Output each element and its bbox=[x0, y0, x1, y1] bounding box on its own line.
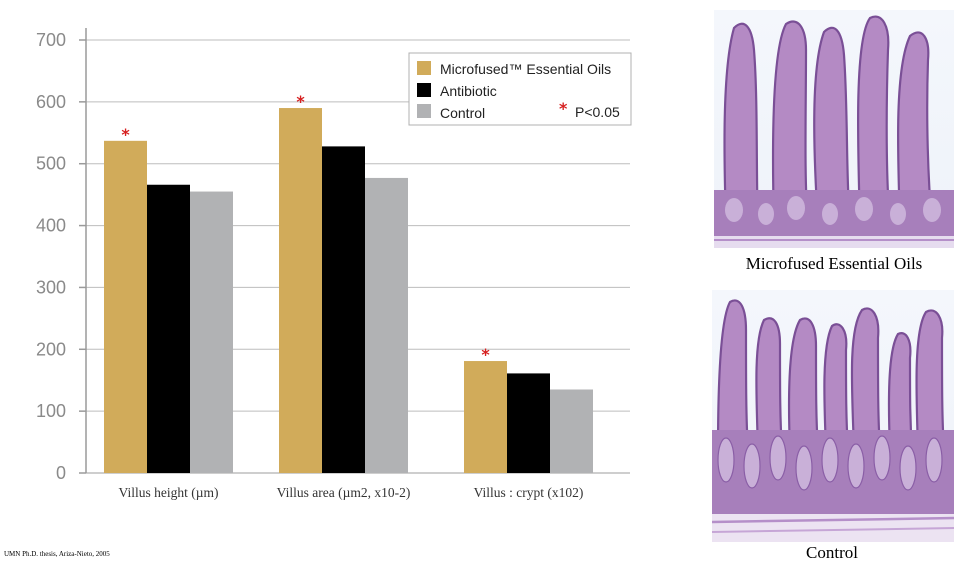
legend-box bbox=[408, 52, 632, 126]
bar-3-cat-2 bbox=[365, 177, 408, 474]
bar-3-cat-1 bbox=[190, 191, 233, 474]
y-tick-label-0: 0 bbox=[56, 463, 66, 483]
bar-2-cat-2 bbox=[322, 146, 365, 473]
image-caption-essential-oils: Microfused Essential Oils bbox=[745, 254, 923, 273]
category-label-2: Villus area (µm2, x10-2) bbox=[277, 485, 411, 500]
bar-2-cat-1 bbox=[147, 184, 190, 473]
y-tick-label-500: 500 bbox=[36, 154, 66, 174]
bar-1-cat-3 bbox=[464, 361, 507, 473]
legend-swatch-essential-oils bbox=[417, 61, 431, 75]
source-note: UMN Ph.D. thesis, Ariza-Nieto, 2005 bbox=[4, 550, 110, 558]
legend-label-essential-oils: Microfused™ Essential Oils bbox=[440, 61, 611, 77]
legend-label-antibiotic: Antibiotic bbox=[440, 83, 497, 99]
legend-swatch-control bbox=[417, 104, 431, 118]
legend-label-control: Control bbox=[440, 105, 485, 121]
significance-star-1: * bbox=[121, 125, 130, 144]
legend-significance-star: * bbox=[559, 99, 568, 118]
significance-star-2: * bbox=[296, 92, 305, 111]
category-label-1: Villus height (µm) bbox=[119, 485, 219, 500]
y-tick-label-100: 100 bbox=[36, 401, 66, 421]
bar-chart: 0 100 200 300 400 500 600 700 * * * Villus height… bbox=[36, 28, 632, 500]
y-tick-label-300: 300 bbox=[36, 277, 66, 297]
image-caption-control: Control bbox=[806, 543, 858, 562]
y-tick-label-600: 600 bbox=[36, 92, 66, 112]
bar-3-cat-3 bbox=[550, 389, 593, 473]
bars bbox=[104, 108, 593, 474]
histology-image-essential-oils bbox=[714, 10, 954, 248]
y-tick-label-400: 400 bbox=[36, 216, 66, 236]
legend: Microfused™ Essential Oils Antibiotic Co… bbox=[408, 52, 632, 126]
category-label-3: Villus : crypt (x102) bbox=[474, 485, 584, 500]
y-tick-label-200: 200 bbox=[36, 339, 66, 359]
bar-2-cat-3 bbox=[507, 373, 550, 473]
y-axis-ticks: 0 100 200 300 400 500 600 700 bbox=[36, 30, 86, 483]
category-labels: Villus height (µm) Villus area (µm2, x10-… bbox=[119, 485, 584, 500]
bar-1-cat-1 bbox=[104, 140, 147, 473]
significance-markers: * * * bbox=[121, 92, 490, 364]
histology-image-control bbox=[712, 290, 954, 542]
legend-swatch-antibiotic bbox=[417, 83, 431, 97]
legend-significance-note: P<0.05 bbox=[575, 104, 620, 120]
bar-1-cat-2 bbox=[279, 108, 322, 474]
significance-star-3: * bbox=[481, 345, 490, 364]
y-tick-label-700: 700 bbox=[36, 30, 66, 50]
